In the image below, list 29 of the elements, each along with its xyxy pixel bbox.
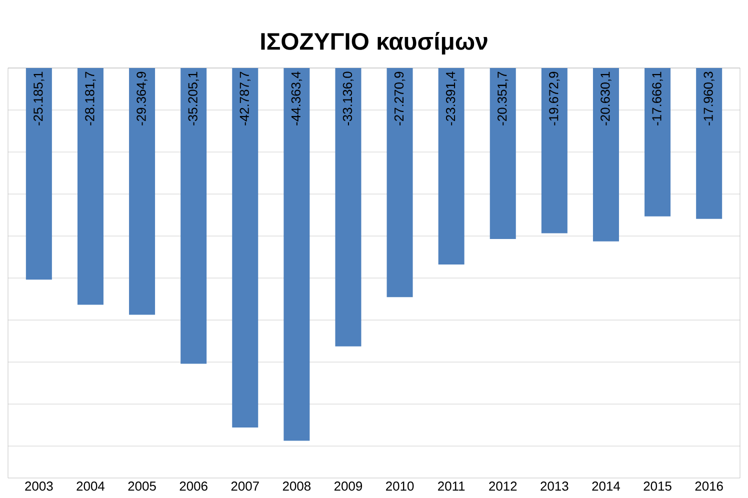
x-tick-label: 2011 bbox=[438, 482, 465, 491]
x-tick-label: 2009 bbox=[334, 482, 362, 491]
x-tick-label: 2006 bbox=[180, 482, 208, 491]
data-label: -35.205,1 bbox=[188, 72, 199, 126]
x-tick-label: 2015 bbox=[644, 482, 672, 491]
x-tick-label: 2007 bbox=[231, 482, 259, 491]
data-label: -33.136,0 bbox=[342, 72, 354, 126]
x-tick-label: 2010 bbox=[386, 482, 414, 491]
data-label: -29.364,9 bbox=[136, 72, 148, 126]
x-tick-label: 2012 bbox=[489, 482, 517, 491]
data-label: -20.351,7 bbox=[498, 72, 508, 126]
data-label: -23.391,4 bbox=[446, 72, 457, 126]
x-tick-label: 2014 bbox=[592, 482, 620, 491]
x-tick-label: 2016 bbox=[695, 482, 723, 491]
x-tick-label: 2013 bbox=[540, 482, 568, 491]
data-label: -19.672,9 bbox=[549, 72, 560, 126]
data-label: -25.185,1 bbox=[34, 72, 44, 126]
chart-title: ΙΣΟΖΥΓΙΟ καυσίμων bbox=[261, 32, 488, 55]
x-tick-label: 2008 bbox=[282, 482, 311, 491]
data-label: -44.363,4 bbox=[291, 72, 302, 126]
x-tick-label: 2004 bbox=[76, 482, 105, 491]
data-label: -42.787,7 bbox=[240, 72, 250, 126]
data-label: -20.630,1 bbox=[600, 72, 612, 126]
data-label: -27.270,9 bbox=[394, 72, 406, 126]
data-label: -28.181,7 bbox=[85, 72, 96, 126]
x-tick-label: 2005 bbox=[128, 482, 156, 491]
data-label: -17.960,3 bbox=[704, 72, 714, 126]
x-tick-label: 2003 bbox=[25, 482, 53, 491]
data-label: -17.666,1 bbox=[652, 72, 663, 126]
